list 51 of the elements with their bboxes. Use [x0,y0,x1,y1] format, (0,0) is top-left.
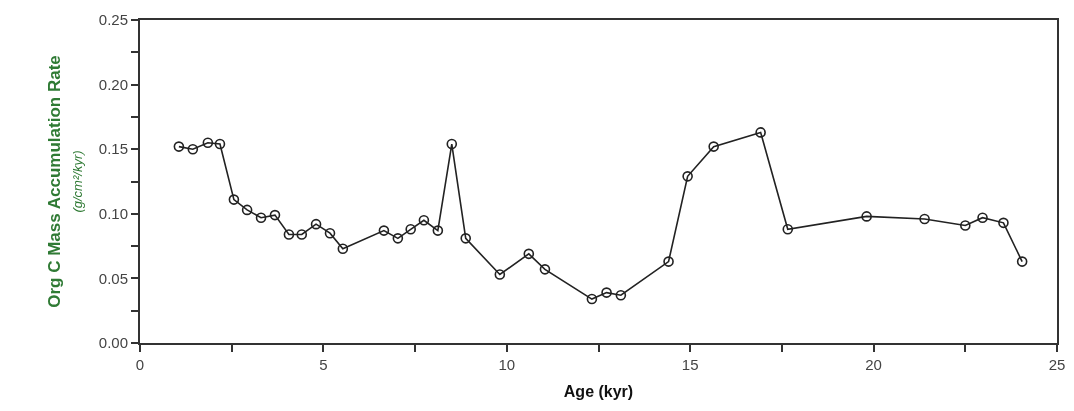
y-tick-label: 0.10 [98,205,128,223]
point [523,248,535,260]
point [708,141,719,152]
point [228,194,240,205]
point [539,264,551,275]
point [861,211,872,222]
point [998,217,1009,229]
point [494,269,506,280]
point [378,225,390,236]
point [187,143,199,155]
point [324,227,336,239]
point [615,289,627,301]
point [601,287,612,298]
x-tick-label: 0 [135,356,145,373]
point [296,229,308,240]
point [919,213,930,225]
point [337,243,349,254]
x-tick-label: 25 [1048,356,1066,373]
y-tick-label: 0.05 [98,269,128,287]
point [418,214,430,226]
point [977,212,988,223]
y-tick-label: 0.20 [98,75,128,93]
point [460,233,472,244]
point [432,225,444,236]
point [1016,256,1028,267]
y-axis-title: Org C Mass Accumulation Rate (g/cm²/kyr) [44,55,85,308]
x-tick-label: 15 [681,356,699,373]
point [782,224,794,235]
point [392,233,404,244]
point [269,209,281,221]
point [446,138,458,150]
y-tick-label: 0.15 [98,140,128,158]
point [663,256,674,267]
x-tick-label: 10 [498,356,516,373]
x-tick-label: 20 [865,356,882,373]
point [255,212,267,223]
point [586,293,598,305]
y-tick-label: 0.25 [98,11,128,29]
point [682,171,693,182]
point [173,141,185,152]
point [202,137,214,149]
point [310,218,322,230]
point [405,224,416,235]
point [960,220,971,231]
x-axis-title: Age (kyr) [563,383,634,401]
point [283,229,295,240]
point [755,127,766,138]
point [214,138,226,150]
point [241,204,253,216]
x-tick-label: 5 [319,356,328,373]
y-tick-label: 0.00 [98,334,128,352]
